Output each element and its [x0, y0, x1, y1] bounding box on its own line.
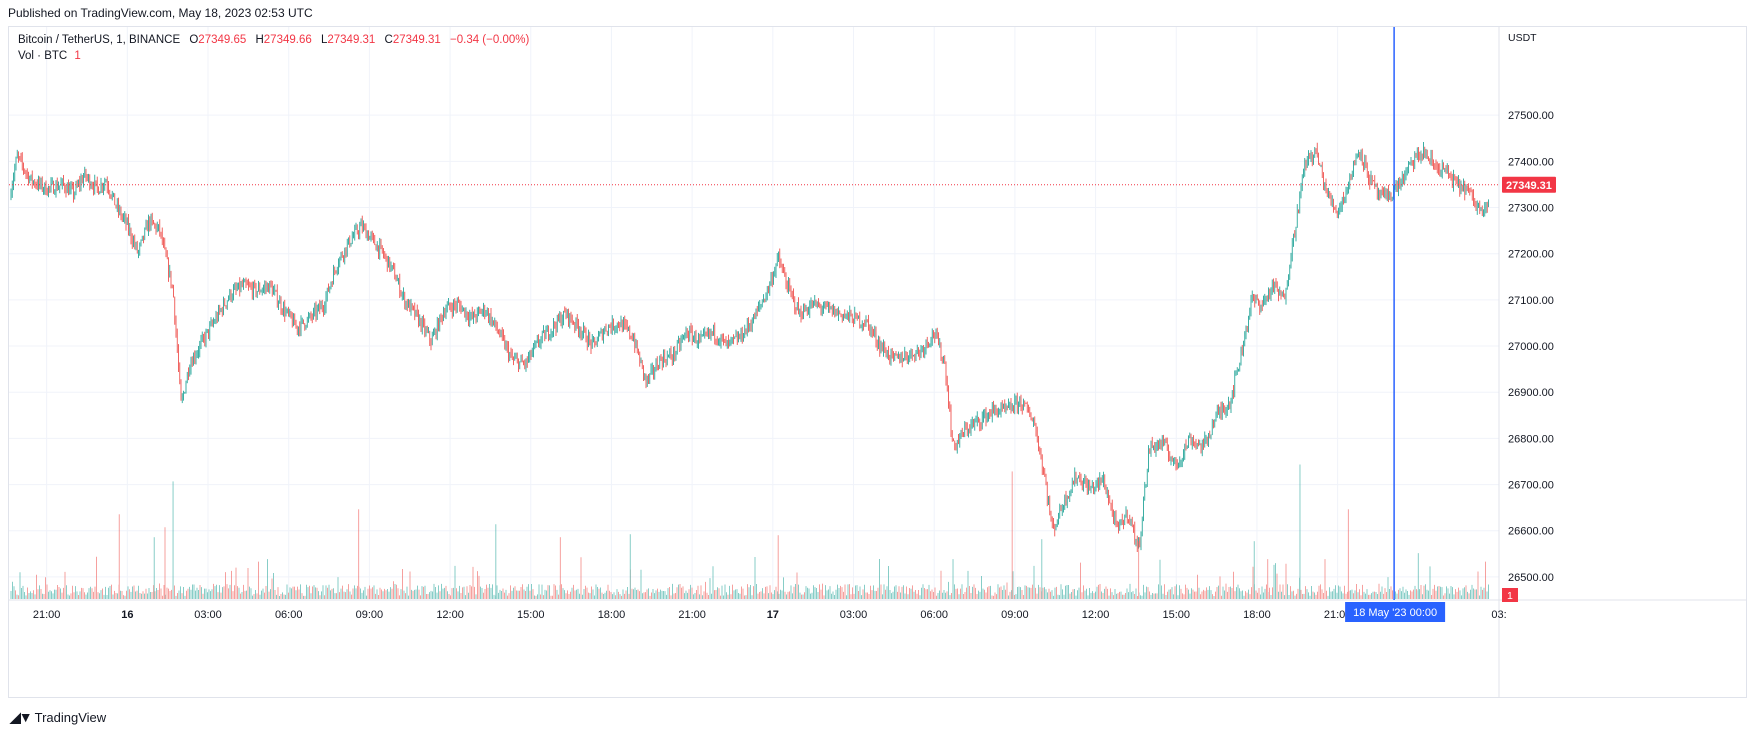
x-tick-label: 18:00 — [1243, 609, 1271, 621]
last-volume-label: 1 — [1507, 590, 1513, 602]
x-tick-label: 18:00 — [598, 609, 626, 621]
legend-open-value: 27349.65 — [198, 34, 247, 46]
legend-close-label: C — [384, 34, 393, 46]
y-tick-label: 26700.00 — [1508, 480, 1554, 492]
legend-close-value: 27349.31 — [392, 34, 441, 46]
last-price-box — [1502, 176, 1556, 193]
tradingview-brand: TradingView — [34, 710, 107, 725]
y-tick-label: 27400.00 — [1508, 156, 1554, 168]
last-price-label: 27349.31 — [1506, 180, 1552, 192]
x-tick-label: 03:00 — [194, 609, 222, 621]
crosshair-time-box — [1345, 602, 1446, 622]
legend-row-volume: Vol · BTC 1 — [18, 48, 529, 64]
x-tick-label: 09:00 — [356, 609, 384, 621]
x-tick-label: 21:00 — [1324, 609, 1352, 621]
chart-legend: Bitcoin / TetherUS, 1, BINANCE O27349.65… — [18, 32, 529, 64]
legend-change: −0.34 (−0.00%) — [450, 34, 530, 46]
x-tick-label: 06:00 — [275, 609, 303, 621]
x-tick-label: 15:00 — [517, 609, 545, 621]
x-tick-label: 12:00 — [436, 609, 464, 621]
y-tick-label: 26600.00 — [1508, 526, 1554, 538]
legend-volume-label: Vol · BTC — [18, 50, 68, 62]
legend-symbol: Bitcoin / TetherUS, 1, BINANCE — [18, 34, 181, 46]
y-tick-label: 26800.00 — [1508, 433, 1554, 445]
y-tick-label: 27300.00 — [1508, 203, 1554, 215]
x-tick-label: 09:00 — [1001, 609, 1029, 621]
candles-group — [10, 142, 1489, 553]
y-tick-label: 26500.00 — [1508, 572, 1554, 584]
x-tick-label: 21:00 — [33, 609, 61, 621]
published-caption: Published on TradingView.com, May 18, 20… — [8, 6, 313, 20]
price-chart[interactable]: USDT 27500.00 27400.00 27300.00 27200.00 2710… — [9, 27, 1746, 697]
y-tick-label: 26900.00 — [1508, 387, 1554, 399]
y-tick-label: 27500.00 — [1508, 110, 1554, 122]
x-tick-label: 12:00 — [1082, 609, 1110, 621]
legend-row-price: Bitcoin / TetherUS, 1, BINANCE O27349.65… — [18, 32, 529, 48]
currency-label: USDT — [1508, 32, 1537, 44]
x-tick-label: 17 — [767, 609, 779, 621]
y-tick-label: 27100.00 — [1508, 295, 1554, 307]
tradingview-icon: ◢▼ — [10, 709, 33, 725]
legend-low-value: 27349.31 — [327, 34, 376, 46]
last-volume-box — [1502, 588, 1518, 602]
x-tick-label: 06:00 — [920, 609, 948, 621]
legend-low-label: L — [320, 34, 328, 46]
chart-frame[interactable]: USDT 27500.00 27400.00 27300.00 27200.00 2710… — [8, 26, 1747, 698]
legend-high-label: H — [255, 34, 264, 46]
y-tick-label: 27000.00 — [1508, 341, 1554, 353]
legend-high-value: 27349.66 — [263, 34, 312, 46]
tradingview-logo[interactable]: ◢▼ TradingView — [10, 709, 106, 726]
legend-open-label: O — [189, 34, 199, 46]
x-tick-label: 03: — [1491, 609, 1506, 621]
volume-group — [10, 464, 1489, 599]
legend-volume-value: 1 — [74, 50, 81, 62]
x-tick-label: 21:00 — [678, 609, 706, 621]
crosshair-time-label: 18 May '23 00:00 — [1353, 607, 1437, 619]
x-tick-label: 03:00 — [840, 609, 868, 621]
y-tick-label: 27200.00 — [1508, 249, 1554, 261]
x-tick-label: 15:00 — [1162, 609, 1190, 621]
x-tick-label: 16 — [121, 609, 133, 621]
